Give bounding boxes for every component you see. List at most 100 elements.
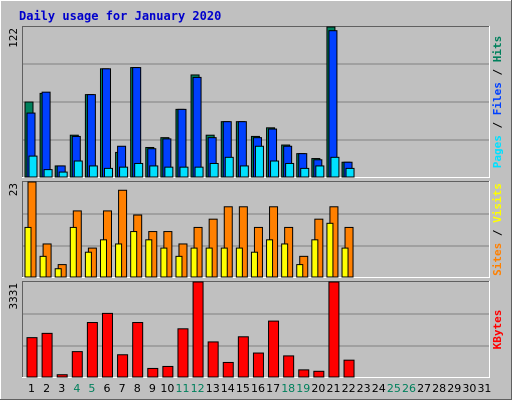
bar-kbytes-day-3 — [56, 374, 68, 378]
bar-kbytes-day-5 — [86, 322, 98, 378]
bar-sites-day-16 — [250, 251, 258, 278]
x-tick-label-day-13: 13 — [206, 382, 220, 395]
y-max-label: 122 — [7, 28, 20, 48]
bar-pages-day-19 — [300, 167, 310, 178]
bar-sites-day-5 — [84, 251, 92, 278]
bar-kbytes-day-15 — [237, 336, 249, 378]
legend-entry: / — [491, 223, 504, 243]
bar-files-day-21 — [328, 30, 338, 178]
x-tick-label-day-27: 27 — [417, 382, 431, 395]
bar-sites-day-17 — [266, 239, 274, 278]
x-tick-label-day-23: 23 — [357, 382, 371, 395]
bar-pages-day-13 — [209, 162, 219, 178]
x-tick-label-day-26: 26 — [402, 382, 416, 395]
bar-pages-day-17 — [270, 160, 280, 178]
x-tick-label-day-6: 6 — [104, 382, 111, 395]
x-tick-label-day-7: 7 — [119, 382, 126, 395]
x-tick-label-day-22: 22 — [342, 382, 356, 395]
bar-sites-day-20 — [311, 239, 319, 278]
bar-kbytes-day-18 — [283, 355, 295, 378]
legend-entry: Pages — [491, 135, 504, 168]
bar-pages-day-12 — [194, 166, 204, 178]
bar-sites-day-4 — [69, 226, 77, 278]
legend-entry: Sites — [491, 243, 504, 276]
bar-kbytes-day-22 — [343, 359, 355, 378]
x-tick-label-day-15: 15 — [236, 382, 250, 395]
bar-kbytes-day-1 — [26, 337, 38, 378]
legend-entry: Files — [491, 82, 504, 115]
panel-kbytes: 3331 KBytes — [7, 281, 504, 378]
bar-pages-day-14 — [224, 156, 234, 178]
legend-entry: Visits — [491, 183, 504, 223]
x-tick-label-day-18: 18 — [281, 382, 295, 395]
bar-kbytes-day-16 — [252, 352, 264, 378]
legend-entry: Hits — [491, 36, 504, 63]
bar-sites-day-11 — [175, 255, 183, 278]
chart-panels: 122 Pages / Files / Hits 23 Sites / Visits 3… — [7, 26, 504, 378]
bar-kbytes-day-7 — [117, 354, 129, 378]
x-tick-label-day-9: 9 — [149, 382, 156, 395]
bar-sites-day-7 — [115, 243, 123, 278]
bar-sites-day-1 — [24, 226, 32, 278]
bar-kbytes-day-9 — [147, 367, 159, 378]
legend: KBytes — [491, 310, 504, 350]
bar-visits-day-15 — [238, 206, 248, 278]
x-tick-label-day-25: 25 — [387, 382, 401, 395]
legend: Pages / Files / Hits — [491, 36, 504, 169]
bar-kbytes-day-19 — [298, 369, 310, 378]
y-max-label: 23 — [7, 183, 20, 196]
bar-sites-day-22 — [341, 247, 349, 278]
bar-sites-day-10 — [160, 247, 168, 278]
bar-kbytes-day-10 — [162, 365, 174, 378]
bar-kbytes-day-20 — [313, 370, 325, 378]
legend: Sites / Visits — [491, 183, 504, 276]
bar-kbytes-day-13 — [207, 341, 219, 378]
bar-sites-day-8 — [130, 231, 138, 278]
x-tick-label-day-8: 8 — [134, 382, 141, 395]
bar-sites-day-15 — [235, 247, 243, 278]
bar-files-day-2 — [41, 91, 51, 178]
bar-pages-day-21 — [330, 156, 340, 178]
bar-files-day-5 — [86, 94, 96, 178]
bar-pages-day-7 — [119, 166, 129, 178]
bar-sites-day-13 — [205, 247, 213, 278]
x-tick-label-day-12: 12 — [191, 382, 205, 395]
x-tick-label-day-11: 11 — [176, 382, 190, 395]
bar-sites-day-2 — [39, 255, 47, 278]
bar-pages-day-11 — [179, 166, 189, 178]
x-tick-label-day-16: 16 — [251, 382, 265, 395]
x-tick-label-day-17: 17 — [266, 382, 280, 395]
bar-pages-day-2 — [43, 169, 53, 178]
legend-entry: / — [491, 62, 504, 82]
bar-kbytes-day-8 — [132, 322, 144, 378]
bar-sites-day-14 — [220, 247, 228, 278]
x-tick-label-day-5: 5 — [88, 382, 95, 395]
legend-entry: KBytes — [491, 310, 504, 350]
x-axis-labels: 1 2 3 4 5 6 7 8 9 10 11 12 13 14 15 16 17 18 19 20 21 22 23 24 2… — [28, 382, 491, 395]
bar-kbytes-day-17 — [268, 320, 280, 378]
y-max-label: 3331 — [7, 283, 20, 310]
x-tick-label-day-14: 14 — [221, 382, 235, 395]
bar-sites-day-12 — [190, 247, 198, 278]
bar-pages-day-6 — [103, 167, 113, 178]
bar-sites-day-19 — [296, 264, 304, 278]
bar-pages-day-22 — [345, 167, 355, 178]
bar-pages-day-5 — [88, 165, 98, 178]
bar-kbytes-day-12 — [192, 281, 204, 378]
bar-sites-day-21 — [326, 222, 334, 278]
panel-visits-sites: 23 Sites / Visits — [7, 181, 504, 278]
bar-pages-day-15 — [239, 165, 249, 178]
bar-pages-day-8 — [134, 162, 144, 178]
bar-pages-day-18 — [285, 162, 295, 178]
bar-kbytes-day-4 — [71, 351, 83, 378]
bar-files-day-8 — [132, 67, 142, 178]
bar-pages-day-1 — [28, 155, 38, 178]
bar-kbytes-day-6 — [101, 312, 113, 378]
chart-title: Daily usage for January 2020 — [19, 9, 221, 23]
x-tick-label-day-19: 19 — [296, 382, 310, 395]
x-tick-label-day-29: 29 — [447, 382, 461, 395]
bar-kbytes-day-2 — [41, 332, 53, 378]
bar-pages-day-3 — [58, 171, 68, 178]
bar-sites-day-3 — [54, 268, 62, 278]
